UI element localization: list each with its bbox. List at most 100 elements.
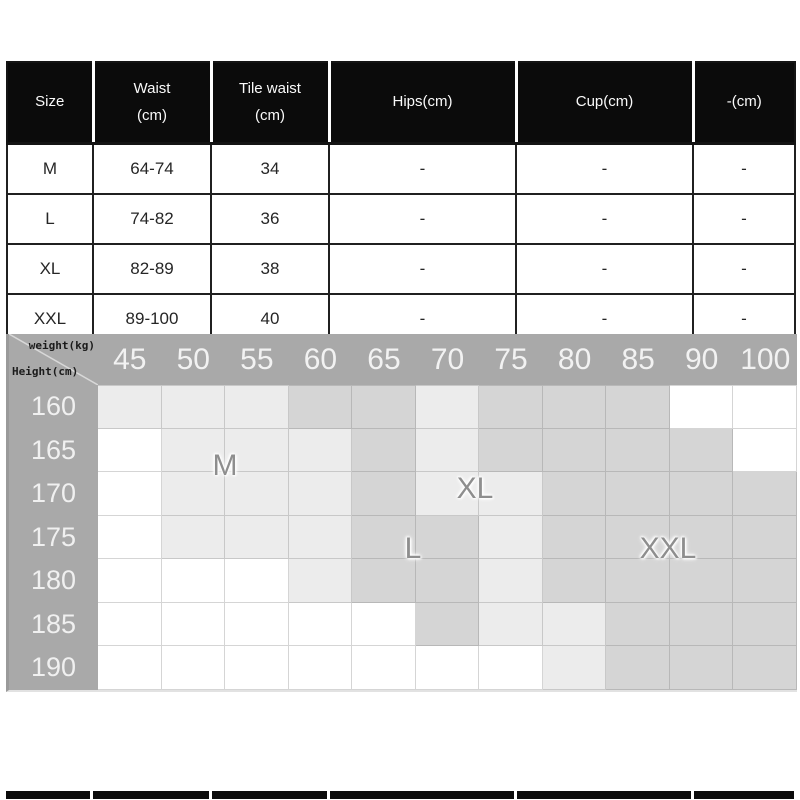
size-value-cell: - [515, 243, 694, 295]
size-name-cell: XL [6, 243, 94, 295]
grid-cell [669, 646, 734, 690]
size-value-cell: 36 [210, 193, 330, 245]
grid-cell [225, 428, 289, 472]
grid-cell [733, 515, 798, 559]
grid-cell [161, 472, 226, 516]
grid-cell [161, 515, 226, 559]
size-value-cell: - [515, 142, 694, 195]
grid-cell [733, 385, 798, 429]
header-line: Waist [133, 80, 171, 98]
size-value-cell: - [692, 142, 796, 195]
grid-cell [606, 472, 670, 516]
grid-cell [669, 385, 734, 429]
height-weight-chart: weight(kg) Height(cm) 45 50 55 60 65 70 75 80 85… [6, 334, 798, 692]
size-region-label-xxl: XXL [639, 532, 697, 565]
weight-column-header: 45 [113, 342, 147, 376]
grid-cell [606, 515, 670, 559]
grid-cell [352, 385, 416, 429]
grid-cell [669, 428, 734, 472]
size-value-cell: 82-89 [92, 243, 212, 295]
weight-header-band: weight(kg) Height(cm) 45 50 55 60 65 70 75 80 85… [9, 334, 797, 385]
grid-row: 170 [9, 472, 798, 516]
grid-cell [542, 559, 607, 603]
grid-cell [669, 515, 734, 559]
grid-cell [288, 559, 353, 603]
size-table-row: L 74-82 36- - - [6, 193, 796, 245]
grid-cell [352, 515, 416, 559]
grid-cell [161, 385, 226, 429]
grid-cell [225, 559, 289, 603]
bottom-edge-segment [93, 791, 209, 799]
bottom-edge-segment [694, 791, 794, 799]
grid-cell [288, 602, 353, 646]
size-table-row: M 64-74 34- - - [6, 142, 796, 195]
header-line: (cm) [137, 106, 167, 124]
grid-cell [225, 646, 289, 690]
grid-cell [98, 428, 162, 472]
height-axis-label: Height(cm) [12, 365, 79, 378]
grid-cell [98, 602, 162, 646]
size-table-row: XL 82-89 38- - - [6, 243, 796, 295]
bottom-table-edge [6, 791, 794, 799]
bottom-edge-segment [330, 791, 515, 799]
grid-cell [415, 515, 480, 559]
grid-cell [352, 428, 416, 472]
weight-column-header: 85 [621, 342, 655, 376]
grid-cell [479, 515, 543, 559]
grid-cell [225, 385, 289, 429]
weight-column-header: 70 [430, 342, 465, 376]
grid-cell [352, 559, 416, 603]
size-value-cell: - [515, 193, 694, 245]
weight-column-header: 60 [303, 342, 338, 376]
grid-cell [288, 385, 353, 429]
grid-cell [542, 428, 607, 472]
weight-column-header: 65 [367, 342, 401, 376]
header-line: (cm) [255, 106, 285, 124]
grid-cell [733, 428, 798, 472]
size-table-header-4: Cup(cm) [514, 62, 693, 145]
bottom-edge-segment [6, 791, 91, 799]
grid-cell [669, 602, 734, 646]
height-row-label: 190 [9, 646, 98, 690]
grid-cell [606, 646, 670, 690]
grid-cell [161, 646, 226, 690]
size-region-label-l: L [404, 532, 422, 565]
grid-cell [542, 385, 607, 429]
size-table-header-1: Waist (cm) [91, 62, 211, 145]
grid-cell [415, 602, 480, 646]
grid-cell [288, 646, 353, 690]
grid-cell [161, 602, 226, 646]
grid-cell [98, 385, 162, 429]
grid-cell [669, 472, 734, 516]
height-row-label: 180 [9, 559, 98, 603]
size-table: Size Waist (cm) Tile waist (cm) Hips(cm) Cup(c… [6, 61, 796, 345]
header-line: Size [35, 93, 65, 111]
size-value-cell: - [328, 193, 517, 245]
grid-cell [225, 515, 289, 559]
grid-cell [606, 602, 670, 646]
grid-cell [415, 559, 480, 603]
grid-cell [288, 472, 353, 516]
chart-corner-cell: weight(kg) Height(cm) [9, 334, 98, 385]
size-value-cell: - [328, 142, 517, 195]
diagonal-divider [9, 334, 98, 385]
header-line: Cup(cm) [575, 93, 634, 111]
grid-cell [415, 385, 480, 429]
grid-row: 180 [9, 559, 798, 603]
grid-cell [479, 646, 543, 690]
weight-column-header: 80 [557, 342, 592, 376]
size-region-label-m: M [212, 449, 238, 482]
height-row-label: 170 [9, 472, 98, 516]
grid-cell [225, 602, 289, 646]
size-value-cell: - [692, 193, 796, 245]
grid-cell [415, 472, 480, 516]
header-line: Hips(cm) [392, 93, 453, 111]
grid-row: 190 [9, 646, 798, 690]
grid-cell [542, 646, 607, 690]
size-value-cell: 64-74 [92, 142, 212, 195]
grid-cell [733, 559, 798, 603]
grid-cell [733, 472, 798, 516]
size-name-cell: L [6, 193, 94, 245]
grid-cell [415, 646, 480, 690]
grid-cell [479, 602, 543, 646]
